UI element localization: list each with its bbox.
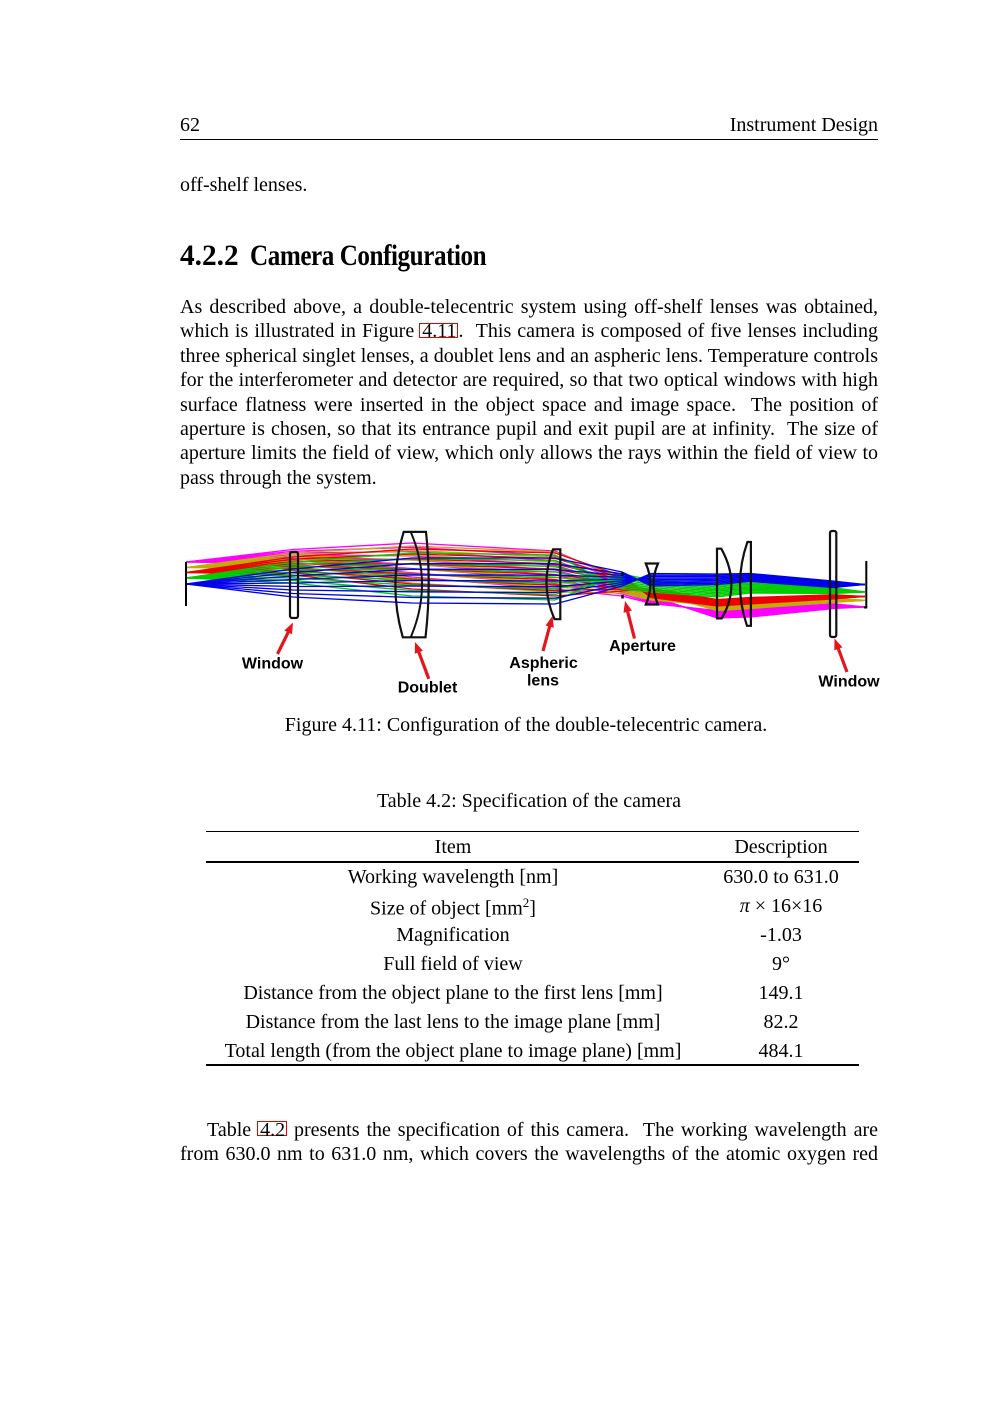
svg-text:lens: lens: [527, 673, 559, 690]
svg-text:Aperture: Aperture: [609, 638, 676, 655]
svg-text:Aspheric: Aspheric: [509, 655, 578, 672]
svg-text:Doublet: Doublet: [398, 680, 458, 697]
svg-text:Window: Window: [818, 674, 880, 691]
svg-text:Window: Window: [242, 656, 304, 673]
